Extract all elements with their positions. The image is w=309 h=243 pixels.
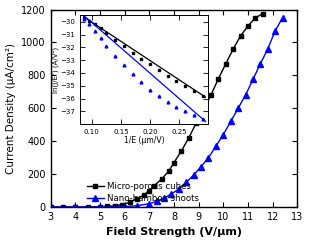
Micro-porous cubes [152, 184, 156, 187]
Micro-porous cubes [209, 94, 213, 96]
Nano-bamboo shoots [236, 107, 240, 110]
Micro-porous cubes [202, 108, 205, 111]
Nano-bamboo shoots [123, 205, 126, 208]
Nano-bamboo shoots [207, 156, 210, 159]
Micro-porous cubes [217, 77, 220, 80]
Legend: Micro-porous cubes, Nano-bamboo shoots: Micro-porous cubes, Nano-bamboo shoots [87, 182, 199, 203]
Nano-bamboo shoots [273, 29, 277, 32]
Nano-bamboo shoots [251, 78, 255, 81]
Micro-porous cubes [167, 169, 171, 172]
Micro-porous cubes [105, 205, 109, 208]
Nano-bamboo shoots [214, 145, 218, 148]
Micro-porous cubes [142, 193, 146, 196]
Nano-bamboo shoots [135, 204, 139, 207]
Micro-porous cubes [128, 201, 131, 204]
Micro-porous cubes [135, 197, 139, 200]
Micro-porous cubes [224, 62, 228, 65]
Micro-porous cubes [187, 137, 191, 139]
Micro-porous cubes [160, 178, 163, 181]
Micro-porous cubes [74, 206, 77, 208]
Micro-porous cubes [261, 12, 265, 15]
Nano-bamboo shoots [147, 202, 151, 205]
Nano-bamboo shoots [222, 133, 225, 136]
Micro-porous cubes [61, 206, 65, 208]
Nano-bamboo shoots [281, 16, 284, 19]
Line: Nano-bamboo shoots: Nano-bamboo shoots [48, 15, 285, 210]
Nano-bamboo shoots [184, 181, 188, 184]
Micro-porous cubes [147, 189, 151, 192]
Nano-bamboo shoots [162, 197, 166, 200]
Micro-porous cubes [49, 206, 53, 208]
Micro-porous cubes [246, 25, 250, 27]
Nano-bamboo shoots [170, 192, 173, 195]
X-axis label: Field Strength (V/μm): Field Strength (V/μm) [106, 227, 242, 237]
Micro-porous cubes [98, 205, 102, 208]
Nano-bamboo shoots [258, 62, 262, 65]
Nano-bamboo shoots [244, 94, 248, 96]
Micro-porous cubes [120, 203, 124, 206]
Micro-porous cubes [239, 35, 243, 37]
Nano-bamboo shoots [74, 206, 77, 208]
Nano-bamboo shoots [199, 165, 203, 168]
Nano-bamboo shoots [49, 206, 53, 208]
Nano-bamboo shoots [177, 187, 181, 190]
Nano-bamboo shoots [192, 174, 196, 176]
Line: Micro-porous cubes: Micro-porous cubes [48, 11, 265, 209]
Micro-porous cubes [113, 204, 116, 207]
Micro-porous cubes [172, 161, 176, 164]
Y-axis label: Current Density (μA/cm²): Current Density (μA/cm²) [6, 43, 15, 174]
Micro-porous cubes [194, 122, 198, 125]
Nano-bamboo shoots [155, 200, 159, 203]
Micro-porous cubes [86, 206, 90, 208]
Micro-porous cubes [180, 150, 183, 153]
Micro-porous cubes [253, 16, 257, 19]
Nano-bamboo shoots [229, 120, 233, 123]
Micro-porous cubes [231, 48, 235, 51]
Nano-bamboo shoots [266, 48, 269, 51]
Nano-bamboo shoots [98, 206, 102, 208]
